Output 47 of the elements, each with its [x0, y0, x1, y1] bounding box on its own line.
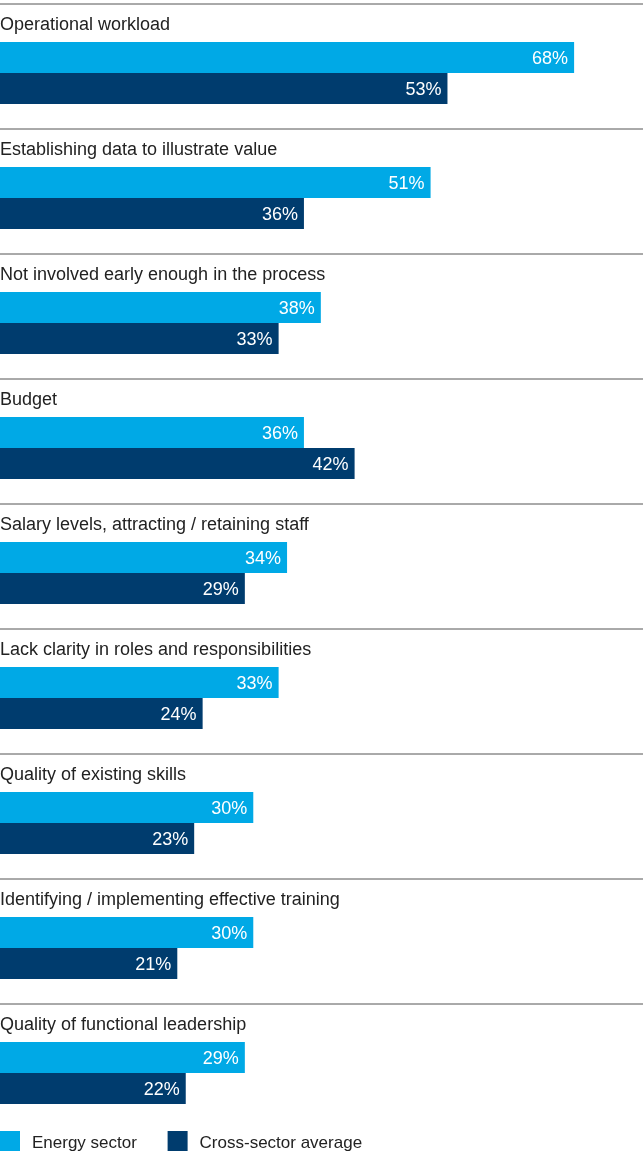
data-label: 33%	[236, 672, 273, 693]
y-tick-label: Identifying / implementing effective training	[0, 889, 340, 909]
bar	[0, 448, 355, 479]
bar	[0, 573, 245, 604]
bar	[0, 73, 448, 104]
data-label: 29%	[202, 1047, 239, 1068]
data-label: 42%	[312, 453, 349, 474]
y-tick-label: Operational workload	[0, 14, 171, 34]
bar	[0, 292, 321, 323]
y-tick-label: Quality of existing skills	[0, 764, 187, 784]
data-label: 36%	[261, 203, 298, 224]
legend-label: Cross-sector average	[199, 1133, 363, 1152]
data-label: 22%	[143, 1078, 180, 1099]
y-tick-label: Salary levels, attracting / retaining staff	[0, 514, 310, 534]
data-label: 34%	[245, 547, 282, 568]
data-label: 53%	[405, 78, 442, 99]
bar	[0, 948, 178, 979]
y-tick-label: Lack clarity in roles and responsibilities	[0, 639, 312, 659]
bar	[0, 198, 304, 229]
y-tick-label: Quality of functional leadership	[0, 1014, 247, 1034]
data-label: 30%	[211, 922, 248, 943]
bar	[0, 323, 279, 354]
bar	[0, 667, 279, 698]
bar	[0, 167, 431, 198]
bar	[0, 1042, 245, 1073]
data-label: 36%	[261, 422, 298, 443]
y-tick-label: Budget	[0, 389, 58, 409]
data-label: 23%	[152, 828, 189, 849]
bar	[0, 698, 203, 729]
bar	[0, 792, 254, 823]
data-label: 51%	[388, 172, 425, 193]
data-label: 24%	[160, 703, 197, 724]
data-label: 38%	[278, 297, 315, 318]
data-label: 29%	[202, 578, 239, 599]
bar	[0, 417, 304, 448]
data-label: 21%	[135, 953, 172, 974]
y-tick-label: Not involved early enough in the process	[0, 264, 326, 284]
data-label: 68%	[532, 47, 569, 68]
bar	[0, 1073, 186, 1104]
bar	[0, 823, 195, 854]
bar	[0, 542, 288, 573]
legend-label: Energy sector	[32, 1133, 138, 1152]
data-label: 30%	[211, 797, 248, 818]
bar	[0, 917, 254, 948]
bar	[0, 42, 575, 73]
y-tick-label: Establishing data to illustrate value	[0, 139, 278, 159]
data-label: 33%	[236, 328, 273, 349]
